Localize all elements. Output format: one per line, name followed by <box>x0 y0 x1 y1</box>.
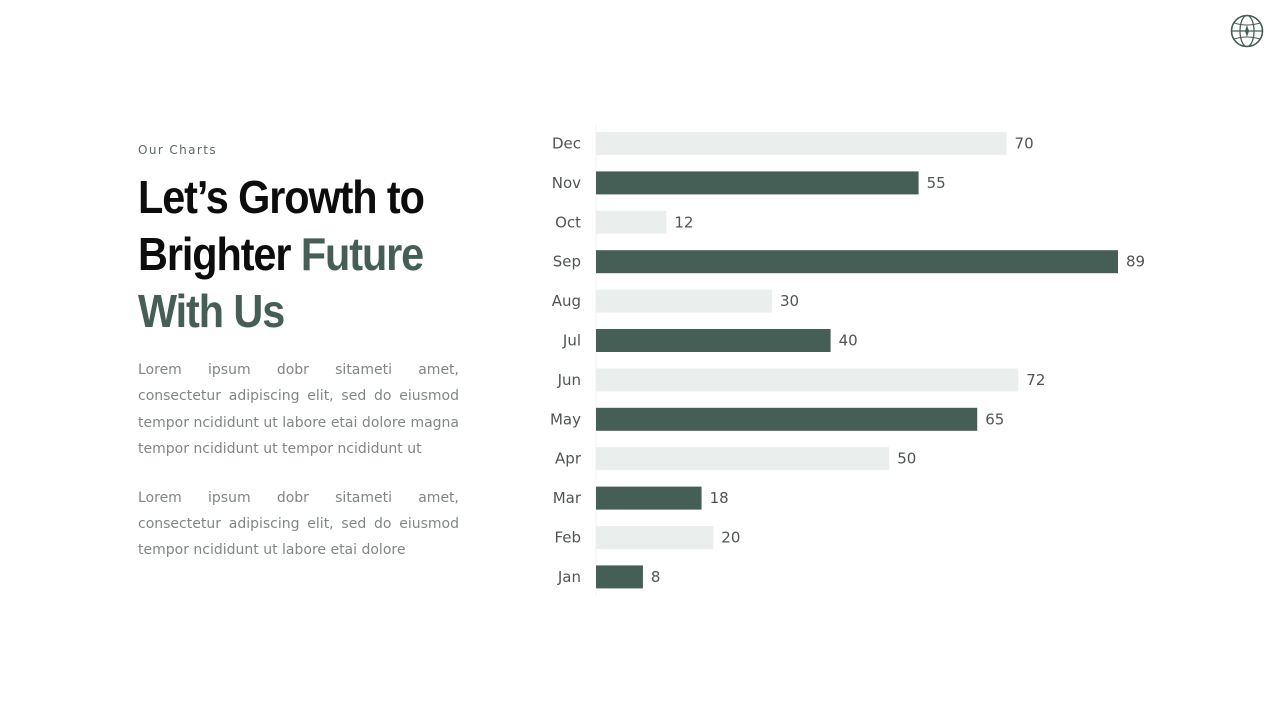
category-label-feb: Feb <box>554 529 581 547</box>
bar-dec <box>596 132 1007 155</box>
value-label-feb: 20 <box>721 529 740 547</box>
bar-mar <box>596 486 702 510</box>
category-label-jan: Jan <box>557 568 581 586</box>
body-paragraph-1: Lorem ipsum dobr sitameti amet, consecte… <box>138 362 459 458</box>
section-eyebrow: Our Charts <box>138 143 218 157</box>
bar-apr <box>596 447 890 471</box>
title-line-2-accent: Future <box>300 228 424 280</box>
value-label-nov: 55 <box>927 174 946 192</box>
value-label-mar: 18 <box>710 489 729 507</box>
title-line-1: Let’s Growth to <box>138 171 425 223</box>
category-label-apr: Apr <box>555 450 582 468</box>
value-label-aug: 30 <box>780 292 799 310</box>
category-label-may: May <box>550 410 581 428</box>
bar-nov <box>596 171 919 195</box>
bar-jan <box>596 565 643 589</box>
title-line-3-accent: With Us <box>138 285 285 337</box>
value-label-jan: 8 <box>651 568 661 586</box>
intro-section: Our Charts Let’s Growth to Brighter Futu… <box>138 143 459 564</box>
bar-aug <box>596 289 772 313</box>
category-label-jun: Jun <box>557 371 581 389</box>
bar-may <box>596 407 978 431</box>
bar-sep <box>596 250 1118 274</box>
category-label-mar: Mar <box>553 489 582 507</box>
value-label-oct: 12 <box>674 213 693 231</box>
category-label-dec: Dec <box>552 135 581 153</box>
globe-compass-icon <box>1230 14 1264 48</box>
value-label-may: 65 <box>985 410 1004 428</box>
monthly-bar-chart: Dec 70 Nov 55 Oct 12 Sep 89 Aug 30 Jul 40 Jun 72 May 65… <box>550 124 1145 596</box>
category-label-aug: Aug <box>552 292 581 310</box>
bar-jun <box>596 368 1019 392</box>
bar-jul <box>596 329 831 352</box>
bar-oct <box>596 210 667 234</box>
value-label-sep: 89 <box>1126 253 1145 271</box>
value-label-dec: 70 <box>1015 135 1034 153</box>
value-label-apr: 50 <box>897 450 916 468</box>
category-label-sep: Sep <box>553 253 581 271</box>
category-label-jul: Jul <box>562 332 581 350</box>
category-label-nov: Nov <box>552 174 581 192</box>
value-label-jul: 40 <box>839 332 858 350</box>
bar-feb <box>596 526 714 549</box>
page-title: Let’s Growth to Brighter Future With Us <box>138 169 462 340</box>
value-label-jun: 72 <box>1026 371 1045 389</box>
category-label-oct: Oct <box>555 213 581 231</box>
body-paragraph-2: Lorem ipsum dobr sitameti amet, consecte… <box>138 489 459 559</box>
title-line-2-plain: Brighter <box>138 228 291 280</box>
